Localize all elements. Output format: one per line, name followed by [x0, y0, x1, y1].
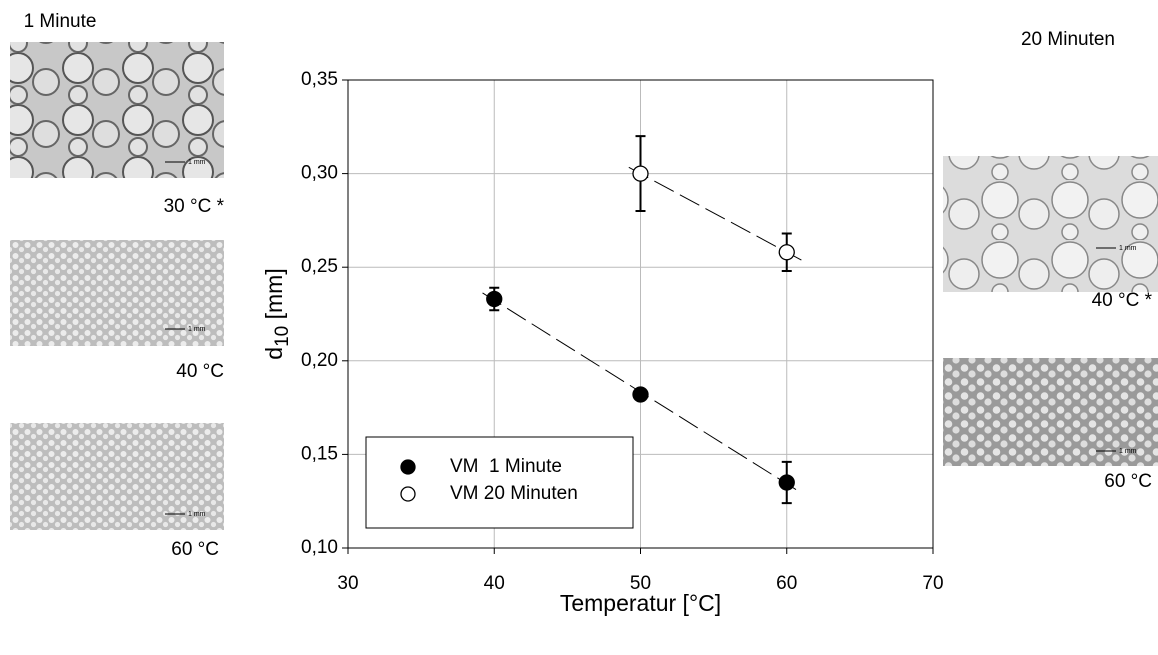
- x-tick-label: 50: [630, 573, 651, 594]
- image-label: 30 °C *: [164, 196, 225, 217]
- x-tick-label: 30: [337, 573, 358, 594]
- scale-label: 1 mm: [188, 326, 206, 333]
- image-label: 60 °C: [171, 539, 219, 560]
- micrograph: 1 mm: [10, 423, 224, 530]
- x-axis-label: Temperatur [°C]: [560, 590, 721, 616]
- micrograph: 1 mm: [943, 358, 1158, 466]
- legend-marker: [400, 459, 416, 475]
- plot-frame: [347, 79, 934, 549]
- data-point: [778, 244, 795, 261]
- y-axis-label-part: 10: [272, 326, 293, 347]
- y-tick-label: 0,15: [301, 443, 338, 464]
- scale-label: 1 mm: [1119, 245, 1137, 252]
- scale-label: 1 mm: [188, 159, 206, 166]
- data-point: [632, 386, 649, 403]
- y-tick-label: 0,20: [301, 350, 338, 371]
- x-tick-label: 60: [776, 573, 797, 594]
- image-label: 40 °C *: [1092, 290, 1153, 311]
- y-tick-label: 0,30: [301, 163, 338, 184]
- y-tick-label: 0,25: [301, 256, 338, 277]
- data-point: [486, 290, 503, 308]
- x-tick-label: 70: [922, 573, 943, 594]
- x-tick-label: 40: [484, 573, 505, 594]
- legend-box: [365, 436, 634, 529]
- data-point: [632, 165, 649, 182]
- image-label: 60 °C: [1104, 471, 1152, 492]
- trend-line: [628, 166, 802, 261]
- right-title: 20 Minuten: [1021, 29, 1115, 50]
- left-title: 1 Minute: [24, 11, 97, 32]
- legend-label: VM 1 Minute: [450, 456, 562, 477]
- micrograph: 1 mm: [10, 42, 224, 178]
- image-label: 40 °C: [176, 361, 224, 382]
- scale-label: 1 mm: [188, 511, 206, 518]
- legend-marker: [400, 486, 416, 502]
- micrograph: 1 mm: [943, 156, 1158, 292]
- y-tick-label: 0,10: [301, 537, 338, 558]
- y-axis-label-part: d: [261, 347, 287, 360]
- legend-label: VM 20 Minuten: [450, 483, 578, 504]
- data-point: [778, 474, 795, 491]
- plot: 0,10 0,15 0,20 0,25 0,30 0,35 30 40 50 60 70 Temper…: [261, 69, 943, 616]
- micrograph: 1 mm: [10, 240, 224, 346]
- y-tick-label: 0,35: [301, 69, 338, 90]
- scale-label: 1 mm: [1119, 448, 1137, 455]
- y-axis-label-part: [mm]: [261, 268, 287, 326]
- y-axis-label: d10 [mm]: [261, 268, 293, 359]
